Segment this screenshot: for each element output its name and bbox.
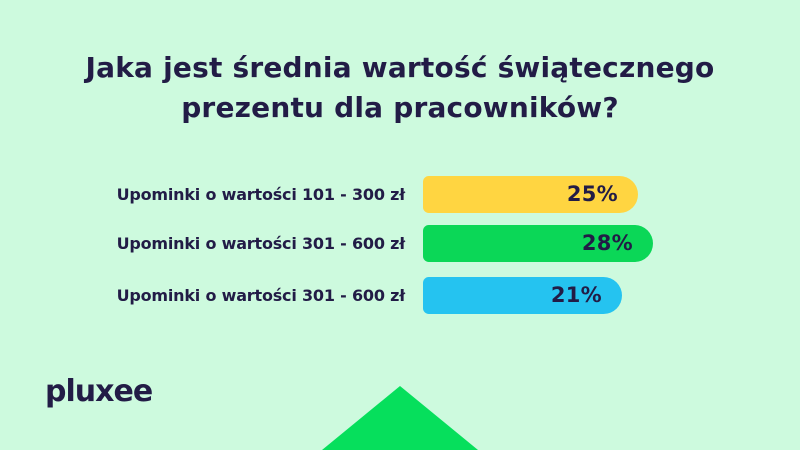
bar-row-2: Upominki o wartości 301 - 600 zł 28% (0, 225, 800, 262)
bar-label-3: Upominki o wartości 301 - 600 zł (116, 286, 406, 305)
bar-value-3: 21% (423, 277, 622, 314)
bar-label-2: Upominki o wartości 301 - 600 zł (116, 234, 406, 253)
bar-row-1: Upominki o wartości 101 - 300 zł 25% (0, 176, 800, 213)
page-title-line2: prezentu dla pracowników? (181, 91, 619, 124)
bar-row-3: Upominki o wartości 301 - 600 zł 21% (0, 277, 800, 314)
page-title-line1: Jaka jest średnia wartość świątecznego (85, 51, 715, 84)
arrow-up-icon (322, 386, 478, 450)
bar-value-1: 25% (423, 176, 638, 213)
bar-value-2: 28% (423, 225, 653, 262)
pluxee-logo: pluxee (45, 374, 153, 409)
bar-label-1: Upominki o wartości 101 - 300 zł (116, 185, 406, 204)
page-title: Jaka jest średnia wartość świątecznego p… (0, 48, 800, 128)
